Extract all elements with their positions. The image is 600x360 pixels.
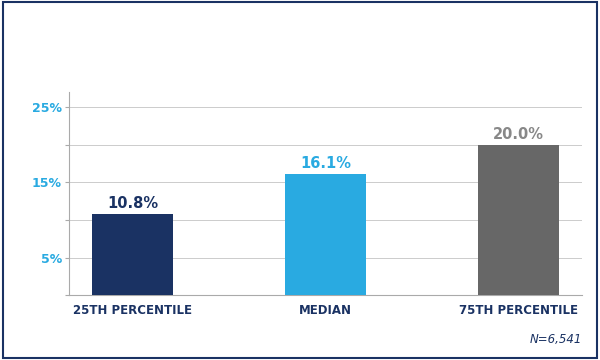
Bar [478, 144, 559, 295]
Text: 16.1%: 16.1% [300, 156, 351, 171]
Text: MIDDLE MANAGEMENT/SPECIALISTS AS A PERCENTAGE: MIDDLE MANAGEMENT/SPECIALISTS AS A PERCE… [94, 21, 506, 33]
Text: 20.0%: 20.0% [493, 126, 544, 141]
Bar [92, 214, 173, 295]
Text: N=6,541: N=6,541 [530, 333, 582, 346]
Text: OF TOTAL BUSINESS ENTITY EMPLOYEES: OF TOTAL BUSINESS ENTITY EMPLOYEES [149, 49, 451, 62]
Bar [285, 174, 366, 295]
Text: 10.8%: 10.8% [107, 196, 158, 211]
